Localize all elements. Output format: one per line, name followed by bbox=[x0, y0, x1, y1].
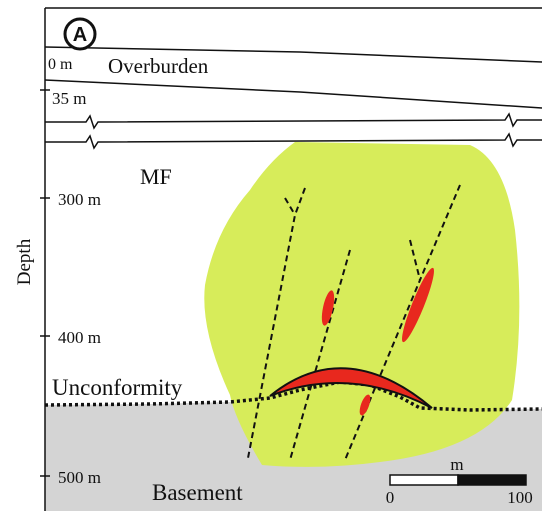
panel-label: A bbox=[73, 24, 87, 46]
intrusion-label: MF bbox=[140, 164, 172, 189]
basement-label: Basement bbox=[152, 480, 243, 505]
depth-label: 300 m bbox=[58, 190, 101, 209]
scale-unit: m bbox=[450, 455, 463, 474]
scale-end: 100 bbox=[507, 488, 533, 507]
scale-bar-black bbox=[458, 475, 526, 485]
depth-label: 500 m bbox=[58, 468, 101, 487]
diagram: A 0 m Overburden 35 m MF 300 m 400 m 500… bbox=[0, 0, 542, 511]
depth-label: 35 m bbox=[52, 89, 86, 108]
layer-label: Overburden bbox=[108, 54, 209, 78]
page: {"panel_label": "A", "overburden": {"top… bbox=[0, 0, 542, 511]
axis-title: Depth bbox=[14, 238, 35, 285]
scale-bar-white bbox=[390, 475, 458, 485]
depth-label: 400 m bbox=[58, 328, 101, 347]
unconformity-label: Unconformity bbox=[52, 375, 183, 400]
depth-label: 0 m bbox=[48, 56, 73, 73]
scale-start: 0 bbox=[386, 488, 395, 507]
